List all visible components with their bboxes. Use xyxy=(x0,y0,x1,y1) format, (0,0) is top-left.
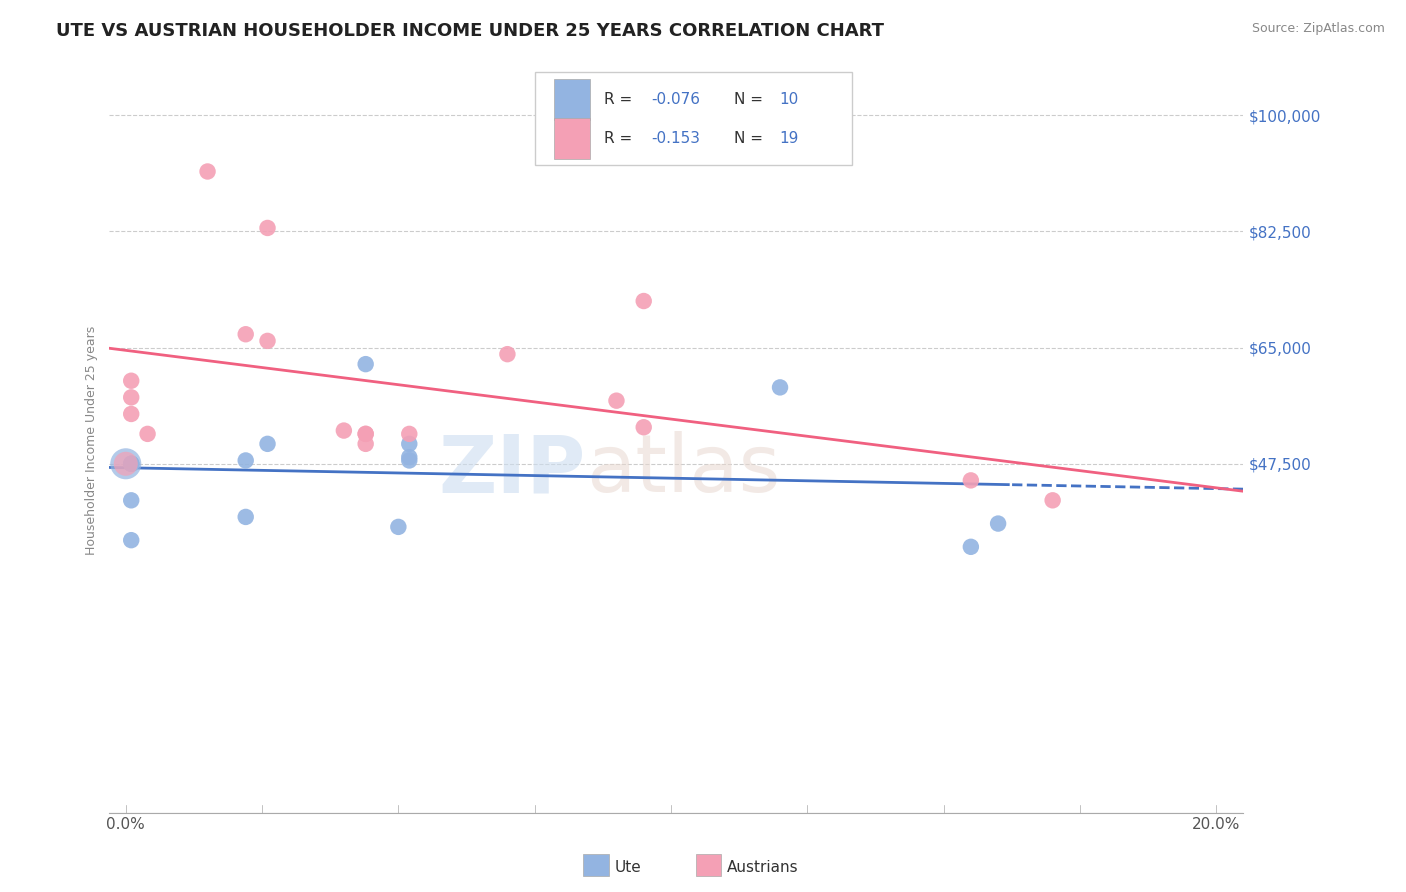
Text: 19: 19 xyxy=(780,131,799,146)
Point xyxy=(354,437,377,451)
Point xyxy=(235,327,257,342)
Point xyxy=(1042,493,1064,508)
Point xyxy=(120,457,142,471)
Point xyxy=(120,533,142,548)
Bar xyxy=(554,78,591,120)
Point xyxy=(960,474,983,488)
Y-axis label: Householder Income Under 25 years: Householder Income Under 25 years xyxy=(86,326,98,555)
Point xyxy=(354,426,377,441)
Bar xyxy=(554,118,591,159)
Point xyxy=(120,457,142,471)
Point xyxy=(120,390,142,404)
Point xyxy=(769,380,792,394)
Text: Ute: Ute xyxy=(614,860,641,874)
Text: Source: ZipAtlas.com: Source: ZipAtlas.com xyxy=(1251,22,1385,36)
Text: R =: R = xyxy=(603,131,637,146)
Text: N =: N = xyxy=(734,92,768,106)
Point xyxy=(256,334,278,348)
Text: R =: R = xyxy=(603,92,637,106)
Text: 10: 10 xyxy=(780,92,799,106)
Point xyxy=(605,393,627,408)
Point xyxy=(398,453,420,467)
Point xyxy=(398,426,420,441)
Point xyxy=(114,457,136,471)
Point xyxy=(633,420,655,434)
Point xyxy=(235,510,257,524)
Point xyxy=(120,493,142,508)
Point xyxy=(987,516,1010,531)
Point xyxy=(120,407,142,421)
Point xyxy=(120,457,142,471)
Point xyxy=(120,374,142,388)
Point xyxy=(398,450,420,464)
Text: ZIP: ZIP xyxy=(439,432,586,509)
Point xyxy=(496,347,519,361)
Point xyxy=(633,293,655,308)
Point xyxy=(235,453,257,467)
Point xyxy=(136,426,159,441)
Text: -0.153: -0.153 xyxy=(651,131,700,146)
Point xyxy=(398,437,420,451)
Point xyxy=(960,540,983,554)
Text: -0.076: -0.076 xyxy=(651,92,700,106)
Point xyxy=(114,457,136,471)
FancyBboxPatch shape xyxy=(534,72,852,165)
Text: Austrians: Austrians xyxy=(727,860,799,874)
Point xyxy=(256,221,278,235)
Point xyxy=(354,357,377,371)
Point xyxy=(387,520,409,534)
Point xyxy=(197,164,219,178)
Point xyxy=(354,426,377,441)
Text: atlas: atlas xyxy=(586,432,780,509)
Text: UTE VS AUSTRIAN HOUSEHOLDER INCOME UNDER 25 YEARS CORRELATION CHART: UTE VS AUSTRIAN HOUSEHOLDER INCOME UNDER… xyxy=(56,22,884,40)
Point xyxy=(256,437,278,451)
Point xyxy=(333,424,356,438)
Text: N =: N = xyxy=(734,131,768,146)
